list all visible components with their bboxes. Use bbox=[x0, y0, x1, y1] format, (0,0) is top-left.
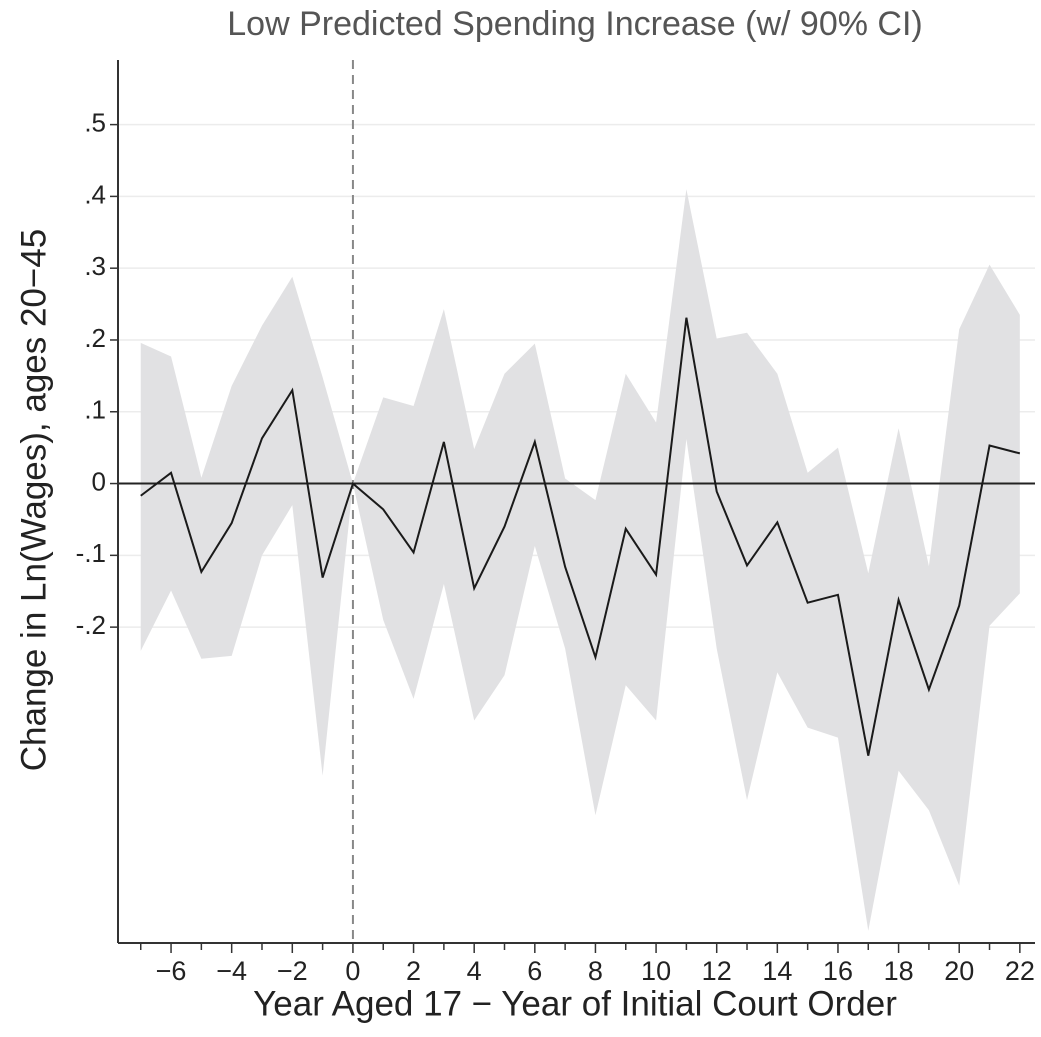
y-tick-label: .3 bbox=[84, 251, 106, 281]
x-tick-label: 14 bbox=[762, 956, 792, 986]
y-tick-label: .2 bbox=[84, 323, 106, 353]
y-tick-label: .1 bbox=[84, 395, 106, 425]
x-tick-label: 8 bbox=[588, 956, 603, 986]
chart-title: Low Predicted Spending Increase (w/ 90% … bbox=[227, 5, 922, 43]
x-tick-label: −6 bbox=[156, 956, 187, 986]
y-tick-label: .5 bbox=[84, 107, 106, 137]
x-tick-label: 12 bbox=[702, 956, 732, 986]
y-tick-label: .4 bbox=[84, 179, 106, 209]
y-tick-label: -.1 bbox=[76, 538, 106, 568]
x-tick-label: −4 bbox=[216, 956, 247, 986]
x-tick-label: 2 bbox=[406, 956, 421, 986]
x-tick-label: 22 bbox=[1005, 956, 1035, 986]
x-tick-label: 4 bbox=[467, 956, 482, 986]
ci-band bbox=[140, 189, 1020, 931]
x-tick-label: 0 bbox=[345, 956, 360, 986]
x-tick-label: 18 bbox=[884, 956, 914, 986]
x-tick-label: 10 bbox=[641, 956, 671, 986]
x-axis-label: Year Aged 17 − Year of Initial Court Ord… bbox=[253, 984, 897, 1023]
y-tick-label: -.2 bbox=[76, 610, 106, 640]
y-tick-label: 0 bbox=[92, 466, 106, 496]
x-tick-label: −2 bbox=[277, 956, 308, 986]
x-tick-label: 20 bbox=[944, 956, 974, 986]
estimate-line bbox=[140, 317, 1021, 756]
y-axis-label: Change in Ln(Wages), ages 20−45 bbox=[14, 229, 53, 772]
x-tick-label: 16 bbox=[823, 956, 853, 986]
x-tick-label: 6 bbox=[527, 956, 542, 986]
